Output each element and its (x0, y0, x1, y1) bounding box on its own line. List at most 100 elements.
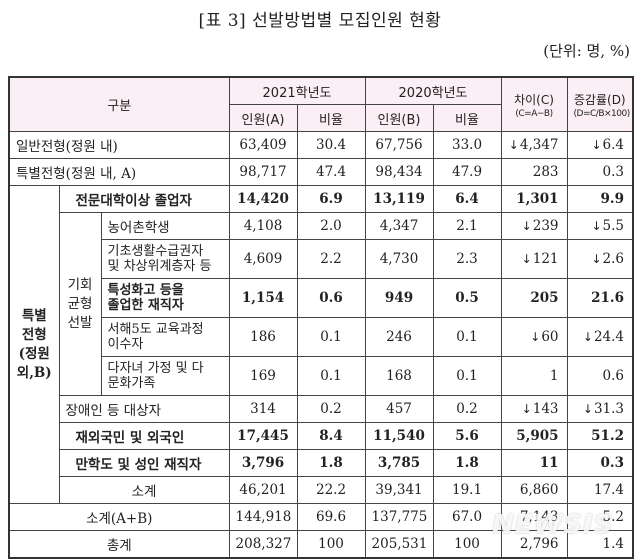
count-2020-cell: 4,347 (364, 212, 434, 240)
down-arrow-icon: ↓ (521, 252, 532, 266)
diff-cell: ↓143 (500, 395, 568, 423)
ratio-2021-cell: 22.2 (296, 476, 366, 504)
ratio-2020-cell: 0.2 (432, 395, 502, 423)
unit-note: (단위: 명, %) (543, 42, 630, 60)
ratio-2021-cell: 8.4 (296, 422, 366, 450)
row-label-line: 졸업한 재직자 (107, 298, 184, 313)
row-label: 장애인 등 대상자 (58, 395, 230, 423)
ratio-2021-cell: 6.9 (296, 185, 366, 213)
diff-value: 1 (549, 368, 559, 384)
ratio-2020-cell: 5.6 (432, 422, 502, 450)
ratio-2021-cell: 2.2 (296, 239, 366, 279)
count-2021-cell: 169 (228, 356, 298, 396)
down-arrow-icon: ↓ (521, 219, 532, 233)
diff-cell: 205 (500, 278, 568, 318)
row-label: 기초생활수급권자 및 차상위계층자 등 (100, 239, 230, 279)
ratio-2021-cell: 0.2 (296, 395, 366, 423)
ratio-2021-cell: 69.6 (296, 503, 366, 531)
row-label: 재외국민 및 외국인 (58, 422, 230, 450)
ratio-2020-cell: 67.0 (432, 503, 502, 531)
group-equal-opportunity-line: 기회 (67, 276, 93, 293)
ratio-2020-cell: 1.8 (432, 449, 502, 477)
row-label-line: 문화가족 (107, 376, 156, 391)
header-category: 구분 (8, 76, 230, 132)
diff-value: 1,301 (516, 191, 559, 207)
down-arrow-icon: ↓ (508, 138, 519, 152)
row-label-line: 및 차상위계층자 등 (107, 259, 212, 274)
diff-value: 239 (532, 218, 559, 234)
diff-value: 205 (530, 290, 559, 306)
table-row: 서해5도 교육과정 이수자 186 0.1 246 0.1 ↓60 ↓24.4 (9, 317, 634, 357)
count-2020-cell: 4,730 (364, 239, 434, 279)
header-ratio-a: 비율 (296, 104, 366, 132)
ratio-2021-cell: 0.1 (296, 317, 366, 357)
count-2020-cell: 67,756 (364, 131, 434, 159)
row-label-line: 기초생활수급권자 (107, 244, 204, 259)
table-row: 특성화고 등을 졸업한 재직자 1,154 0.6 949 0.5 205 21.6 (9, 278, 634, 318)
ratio-2021-cell: 1.8 (296, 449, 366, 477)
group-special-outside-line: 특별 (21, 307, 47, 324)
rate-value: 51.2 (591, 428, 625, 444)
count-2020-cell: 457 (364, 395, 434, 423)
count-2021-cell: 46,201 (228, 476, 298, 504)
diff-value: 4,347 (519, 137, 559, 153)
count-2020-cell: 205,531 (364, 530, 434, 559)
row-label: 특성화고 등을 졸업한 재직자 (100, 278, 230, 318)
diff-cell: 1,301 (500, 185, 568, 213)
diff-cell: ↓4,347 (500, 131, 568, 159)
count-2021-cell: 1,154 (228, 278, 298, 318)
rate-value: 9.9 (600, 191, 625, 207)
rate-value: 17.4 (593, 482, 625, 498)
rate-value: 2.6 (602, 251, 625, 267)
ratio-2021-cell: 2.0 (296, 212, 366, 240)
count-2021-cell: 186 (228, 317, 298, 357)
row-label: 전문대학이상 졸업자 (58, 185, 230, 213)
header-rate-formula: (D=C/B×100) (573, 108, 631, 119)
diff-cell: 5,905 (500, 422, 568, 450)
rate-value: 0.6 (602, 368, 625, 384)
count-2020-cell: 3,785 (364, 449, 434, 477)
count-2021-cell: 144,918 (228, 503, 298, 531)
row-label: 일반전형(정원 내) (8, 131, 230, 159)
count-2020-cell: 98,434 (364, 158, 434, 186)
count-2020-cell: 949 (364, 278, 434, 318)
count-2021-cell: 17,445 (228, 422, 298, 450)
header-rate: 증감률(D) (D=C/B×100) (566, 76, 634, 132)
rate-value: 1.4 (602, 536, 625, 552)
diff-cell: 11 (500, 449, 568, 477)
rate-cell: 0.3 (566, 449, 634, 477)
diff-value: 5,905 (516, 428, 559, 444)
row-label: 다자녀 가정 및 다 문화가족 (100, 356, 230, 396)
count-2021-cell: 14,420 (228, 185, 298, 213)
header-year-2021: 2021학년도 (228, 76, 366, 105)
ratio-2021-cell: 0.1 (296, 356, 366, 396)
down-arrow-icon: ↓ (521, 402, 532, 416)
group-special-outside-line: 전형 (21, 326, 47, 343)
diff-value: 11 (539, 455, 559, 471)
row-label-line: 이수자 (107, 337, 144, 352)
diff-value: 7,143 (519, 509, 559, 525)
table-row: 총계 208,327 100 205,531 100 2,796 1.4 (8, 530, 634, 559)
table-row: 재외국민 및 외국인 17,445 8.4 11,540 5.6 5,905 51.2 (9, 422, 634, 450)
group-equal-opportunity-line: 균형 (67, 295, 93, 312)
ratio-2020-cell: 0.1 (432, 356, 502, 396)
rate-value: 31.3 (593, 401, 625, 417)
ratio-2020-cell: 47.9 (432, 158, 502, 186)
group-special-outside: 특별 전형 (정원 외,B) (8, 185, 60, 504)
ratio-2021-cell: 0.6 (296, 278, 366, 318)
diff-cell: ↓239 (500, 212, 568, 240)
rate-cell: ↓6.4 (566, 131, 634, 159)
rate-cell: 9.9 (566, 185, 634, 213)
rate-value: 0.3 (600, 455, 625, 471)
down-arrow-icon: ↓ (530, 330, 541, 344)
count-2021-cell: 3,796 (228, 449, 298, 477)
ratio-2021-cell: 30.4 (296, 131, 366, 159)
watermark-logo: NEWSIS (492, 510, 614, 540)
header-year-2020: 2020학년도 (364, 76, 502, 105)
ratio-2020-cell: 2.1 (432, 212, 502, 240)
rate-cell: ↓5.5 (566, 212, 634, 240)
diff-value: 6,860 (519, 482, 559, 498)
ratio-2020-cell: 6.4 (432, 185, 502, 213)
diff-value: 283 (532, 164, 559, 180)
count-2020-cell: 39,341 (364, 476, 434, 504)
